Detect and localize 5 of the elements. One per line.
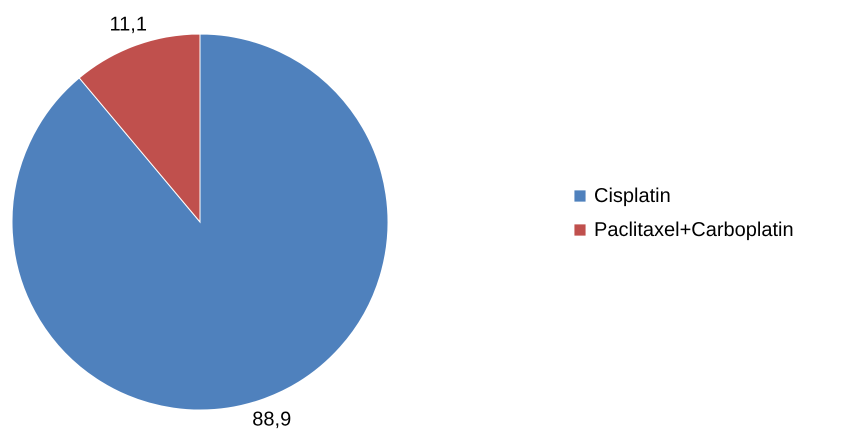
legend-label: Cisplatin	[594, 185, 671, 207]
data-label: 88,9	[252, 408, 292, 430]
data-label: 11,1	[110, 14, 147, 36]
pie-slice	[12, 34, 388, 410]
legend-label: Paclitaxel+Carboplatin	[594, 219, 794, 241]
